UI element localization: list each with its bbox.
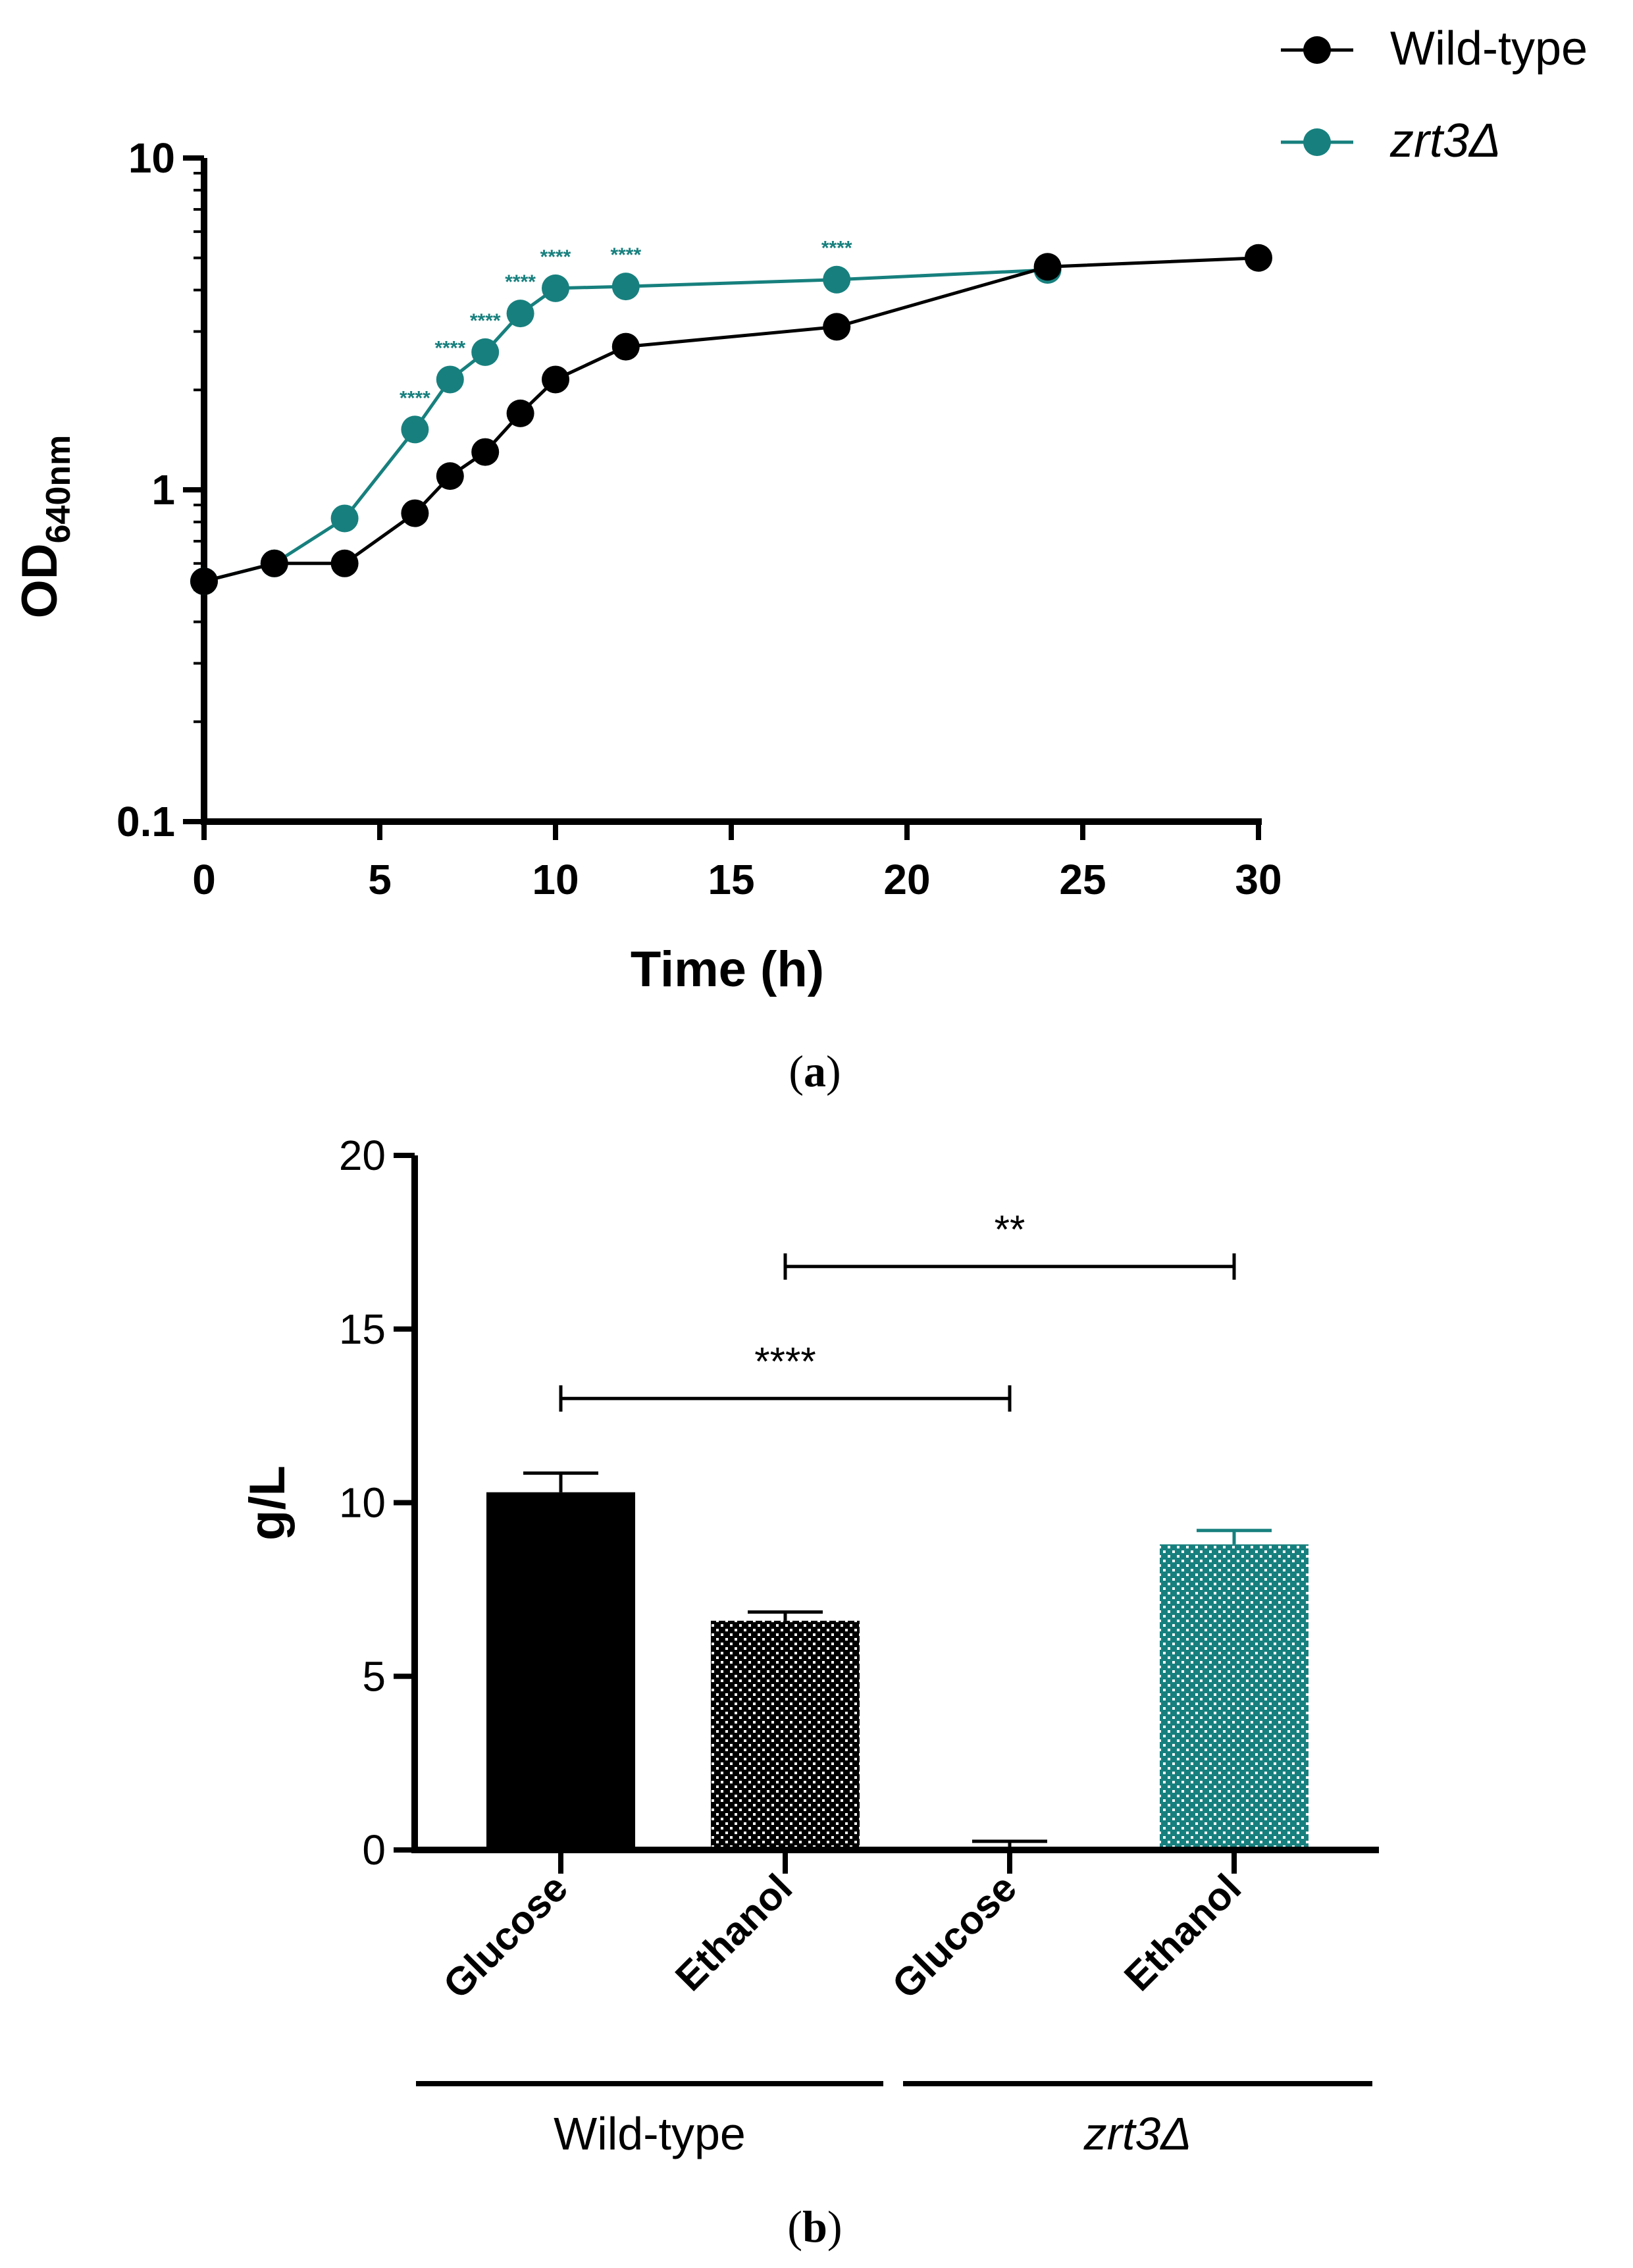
panel-b-y-tick-label: 10 xyxy=(339,1479,386,1527)
panel-a-x-tick-label: 5 xyxy=(368,856,392,903)
panel-a-caption-open: ( xyxy=(789,1046,804,1096)
panel-b-y-tick-label: 15 xyxy=(339,1305,386,1353)
panel-b-y-axis-label: g/L xyxy=(240,1465,296,1541)
group-label: zrt3Δ xyxy=(1083,2108,1192,2159)
series-zrt3-point xyxy=(401,415,429,444)
panel-a-significance-label: **** xyxy=(821,238,852,259)
panel-a-y-axis-label-main: OD xyxy=(12,543,68,618)
panel-b-caption-open: ( xyxy=(787,2202,802,2252)
panel-b-category-label: Ethanol xyxy=(667,1866,800,1999)
panel-b-caption-close: ) xyxy=(827,2202,842,2252)
panel-b-y-tick-label: 0 xyxy=(362,1826,386,1874)
series-wild-type-point xyxy=(436,462,464,490)
panel-a-caption: (a) xyxy=(789,1046,841,1096)
panel-a-series xyxy=(190,244,1272,595)
panel-a-x-tick-label: 20 xyxy=(883,856,930,903)
panel-a-x-tick-label: 30 xyxy=(1235,856,1282,903)
panel-a-x-tick-label: 25 xyxy=(1059,856,1106,903)
panel-a-significance-label: **** xyxy=(505,271,536,293)
panel-b-category-label: Glucose xyxy=(883,1866,1025,2007)
panel-b-significance: ****** xyxy=(559,1207,1236,1412)
panel-a-y-tick-label: 10 xyxy=(128,134,175,182)
panel-a-caption-letter: a xyxy=(804,1046,826,1096)
series-wild-type-point xyxy=(611,332,640,361)
bar xyxy=(1160,1544,1309,1850)
legend-zrt3-label: zrt3Δ xyxy=(1389,115,1501,167)
series-wild-type-point xyxy=(190,567,218,595)
legend-wild-type-marker xyxy=(1303,36,1331,64)
legend-zrt3-marker xyxy=(1303,128,1331,156)
significance-label: ** xyxy=(995,1207,1025,1252)
series-zrt3-point xyxy=(823,265,851,294)
panel-a-axes xyxy=(201,158,1262,825)
group-label: Wild-type xyxy=(554,2108,746,2159)
panel-a-y-axis-label: OD640nm xyxy=(12,435,78,619)
panel-b-category-label: Glucose xyxy=(434,1866,576,2007)
panel-a-significance-label: **** xyxy=(470,310,501,332)
series-zrt3-point xyxy=(542,274,569,302)
panel-b-bars xyxy=(486,1471,1309,1850)
series-zrt3-point xyxy=(330,504,359,533)
panel-a-significance-label: **** xyxy=(610,244,641,266)
panel-a-significance-label: **** xyxy=(540,246,571,268)
panel-a-caption-close: ) xyxy=(826,1046,841,1096)
series-zrt3-point xyxy=(471,338,500,366)
series-zrt3-line xyxy=(203,268,1048,583)
bar xyxy=(486,1492,635,1850)
series-wild-type-point xyxy=(542,365,569,394)
panel-b-y-tick-label: 20 xyxy=(339,1132,386,1179)
panel-a-x-axis-label: Time (h) xyxy=(631,941,824,997)
panel-a-x-tick-label: 10 xyxy=(532,856,579,903)
series-wild-type-point xyxy=(401,499,429,527)
panel-a-significance-label: **** xyxy=(400,387,430,409)
panel-b-y-tick-label: 5 xyxy=(362,1652,386,1700)
panel-a-legend: Wild-type zrt3Δ xyxy=(1281,22,1588,167)
series-wild-type-point xyxy=(330,549,359,577)
legend-wild-type-label: Wild-type xyxy=(1390,22,1588,75)
series-wild-type-line xyxy=(203,256,1259,583)
panel-b-groups: Wild-type zrt3Δ xyxy=(416,2081,1372,2159)
series-wild-type-point xyxy=(471,438,500,466)
series-wild-type-point xyxy=(823,313,851,341)
panel-b-ticks: 0 5 10 15 20 Glucose Ethanol Glucose Ethanol xyxy=(339,1132,1249,2007)
panel-a-ticks: 0 5 10 15 20 25 30 0.1 1 10 xyxy=(117,134,1282,903)
panel-b-caption: (b) xyxy=(787,2202,842,2252)
series-wild-type-point xyxy=(1245,244,1272,272)
panel-a-significance-label: **** xyxy=(434,337,465,359)
series-zrt3-point xyxy=(506,300,534,328)
panel-a-y-tick-label: 0.1 xyxy=(117,798,175,845)
panel-a-y-tick-label: 1 xyxy=(151,466,175,514)
panel-b-caption-letter: b xyxy=(802,2202,827,2252)
series-zrt3-point xyxy=(611,273,640,301)
panel-a-annotations: ******************** **** **** xyxy=(400,238,852,409)
panel-a-y-axis-label-sub: 640nm xyxy=(39,435,78,544)
panel-a-x-tick-label: 15 xyxy=(708,856,754,903)
series-wild-type-point xyxy=(260,549,288,577)
series-wild-type-point xyxy=(506,399,534,427)
panel-b-category-label: Ethanol xyxy=(1116,1866,1249,1999)
series-wild-type-point xyxy=(1033,253,1062,281)
significance-label: **** xyxy=(754,1339,816,1383)
bar xyxy=(711,1620,860,1850)
series-zrt3-point xyxy=(436,365,464,394)
panel-a-x-tick-label: 0 xyxy=(192,856,216,903)
